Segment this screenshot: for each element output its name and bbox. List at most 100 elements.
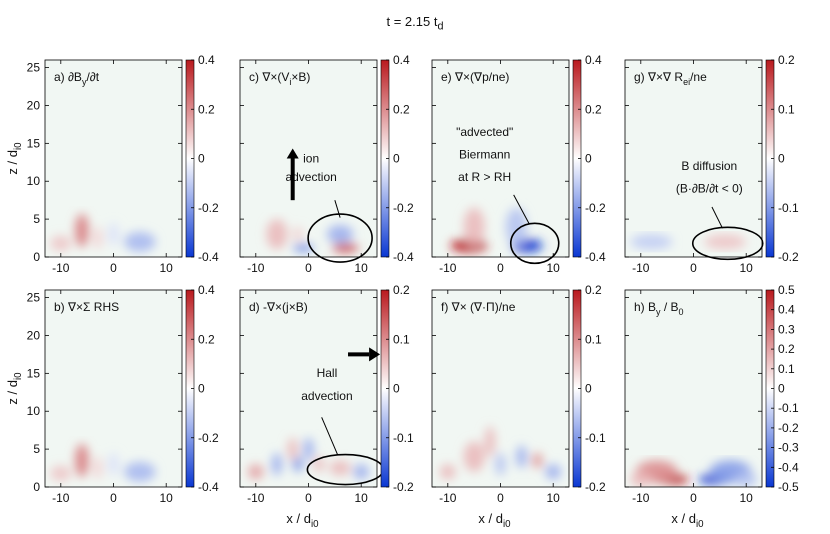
heatmap-field xyxy=(50,213,156,252)
x-tick-label: 10 xyxy=(160,491,174,505)
heatmap-blob xyxy=(505,207,527,246)
colorbar-tick-label: 0.4 xyxy=(585,53,602,67)
x-tick-label: 10 xyxy=(355,491,369,505)
x-tick-label: 0 xyxy=(305,491,312,505)
x-axis-label-sub: i0 xyxy=(311,519,319,530)
panel-a: -10 0 10 0 5 10 15 20 25 z / di0 a) ∂By/∂t 0.4 0.2 0 -… xyxy=(5,53,219,275)
heatmap-blob xyxy=(630,471,652,487)
heatmap-field xyxy=(630,460,757,487)
colorbar-tick-label: -0.3 xyxy=(778,441,799,455)
x-tick-label: -10 xyxy=(439,261,457,275)
y-axis-label-sub: i0 xyxy=(13,142,24,150)
heatmap-field xyxy=(50,443,156,482)
colorbar-tick-label: 0 xyxy=(198,382,205,396)
y-tick-label: 20 xyxy=(27,328,41,342)
x-axis-label: x / di0 xyxy=(286,511,319,530)
y-axis-label-text: z / d xyxy=(5,380,20,405)
panel-label-text: h) B xyxy=(634,300,656,314)
y-tick-label: 25 xyxy=(27,61,41,75)
x-tick-label: 0 xyxy=(690,491,697,505)
x-tick-label: 10 xyxy=(547,261,561,275)
y-tick-label: 15 xyxy=(27,366,41,380)
heatmap-background xyxy=(625,60,762,257)
heatmap-background xyxy=(240,60,377,257)
panel-label: e) ∇×(∇p/ne) xyxy=(441,70,509,84)
heatmap-blob xyxy=(292,226,304,242)
heatmap-blob xyxy=(329,460,351,476)
x-tick-label: -10 xyxy=(632,261,650,275)
heatmap-blob xyxy=(463,207,485,246)
colorbar-tick-label: 0 xyxy=(585,152,592,166)
heatmap-blob xyxy=(735,471,757,487)
colorbar-tick-label: -0.2 xyxy=(393,201,414,215)
x-axis-label: x / di0 xyxy=(671,511,704,530)
colorbar-tick-label: 0.2 xyxy=(393,283,410,297)
heatmap-blob xyxy=(287,437,298,461)
panel-label-text: g) ∇×∇ R xyxy=(634,70,683,84)
y-tick-label: 0 xyxy=(33,250,40,264)
colorbar-tick-label: 0.2 xyxy=(198,102,215,116)
colorbar-tick-label: 0.4 xyxy=(198,53,215,67)
colorbar-tick-label: -0.5 xyxy=(778,480,799,494)
panel-label-tail: / B xyxy=(661,300,679,314)
annotation-ellipse xyxy=(691,226,764,261)
y-tick-label: 15 xyxy=(27,136,41,150)
colorbar-tick-label: -0.2 xyxy=(778,250,799,264)
y-tick-label: 5 xyxy=(33,442,40,456)
heatmap-blob xyxy=(326,225,354,244)
colorbar-tick-label: -0.2 xyxy=(198,201,219,215)
colorbar-tick-label: -0.1 xyxy=(393,431,414,445)
colorbar-tick-label: 0 xyxy=(778,152,785,166)
panel-label-sub2: 0 xyxy=(679,307,684,317)
y-axis-label-sub: i0 xyxy=(13,372,24,380)
x-tick-label: 0 xyxy=(110,491,117,505)
panel-label-tail: ×B) xyxy=(291,70,310,84)
annotation-leader xyxy=(513,194,530,225)
heatmap-background xyxy=(432,60,569,257)
y-axis-label: z / di0 xyxy=(5,142,24,175)
annotation-leader xyxy=(321,417,338,455)
annotation-text: Biermann xyxy=(459,148,510,162)
y-tick-label: 20 xyxy=(27,98,41,112)
x-axis-label-text: x / d xyxy=(478,511,503,526)
colorbar-tick-label: 0.1 xyxy=(585,332,602,346)
heatmap-blob xyxy=(292,244,314,252)
colorbar-tick-label: 0 xyxy=(778,382,785,396)
annotation-text: at R > RH xyxy=(458,170,511,184)
panel-label-sub: y xyxy=(82,77,87,87)
annotation-ellipse xyxy=(509,222,560,265)
panel-d: -10 0 10 x / di0 d) -∇×(j×B) Hall advection 0.2… xyxy=(239,283,414,530)
panel-label-text: c) ∇×(V xyxy=(249,70,289,84)
annotation-text: Hall xyxy=(317,366,338,380)
x-tick-label: -10 xyxy=(247,491,265,505)
colorbar-tick-label: -0.2 xyxy=(585,201,606,215)
panel-label: d) -∇×(j×B) xyxy=(249,300,308,314)
heatmap-blob xyxy=(124,231,156,252)
heatmap-background xyxy=(625,290,762,487)
heatmap-blob xyxy=(50,465,72,481)
colorbar-tick-label: -0.4 xyxy=(198,250,219,264)
colorbar-tick-label: 0.4 xyxy=(778,303,795,317)
heatmap-blob xyxy=(332,243,359,253)
panel-label: a) ∂By/∂t xyxy=(54,70,100,87)
x-tick-label: -10 xyxy=(52,261,70,275)
x-axis-label-sub: i0 xyxy=(696,519,704,530)
y-tick-label: 0 xyxy=(33,480,40,494)
x-tick-label: -10 xyxy=(439,491,457,505)
x-tick-label: -10 xyxy=(632,491,650,505)
panel-label: h) By / B0 xyxy=(634,300,684,317)
heatmap-blob xyxy=(50,235,72,251)
heatmap-blob xyxy=(545,464,562,480)
panel-b: -10 0 10 0 5 10 15 20 25 z / di0 b) ∇×Σ RHS 0.4 0.2 0… xyxy=(5,283,219,505)
panel-label-text: e) ∇×(∇p/ne) xyxy=(441,70,509,84)
y-tick-label: 5 xyxy=(33,212,40,226)
colorbar-tick-label: -0.4 xyxy=(198,480,219,494)
x-tick-label: 10 xyxy=(355,261,369,275)
y-axis-label-text: z / d xyxy=(5,150,20,175)
y-tick-label: 10 xyxy=(27,404,41,418)
y-tick-label: 10 xyxy=(27,174,41,188)
heatmap-blob xyxy=(92,226,103,250)
panel-label-tail: /ne xyxy=(690,70,707,84)
